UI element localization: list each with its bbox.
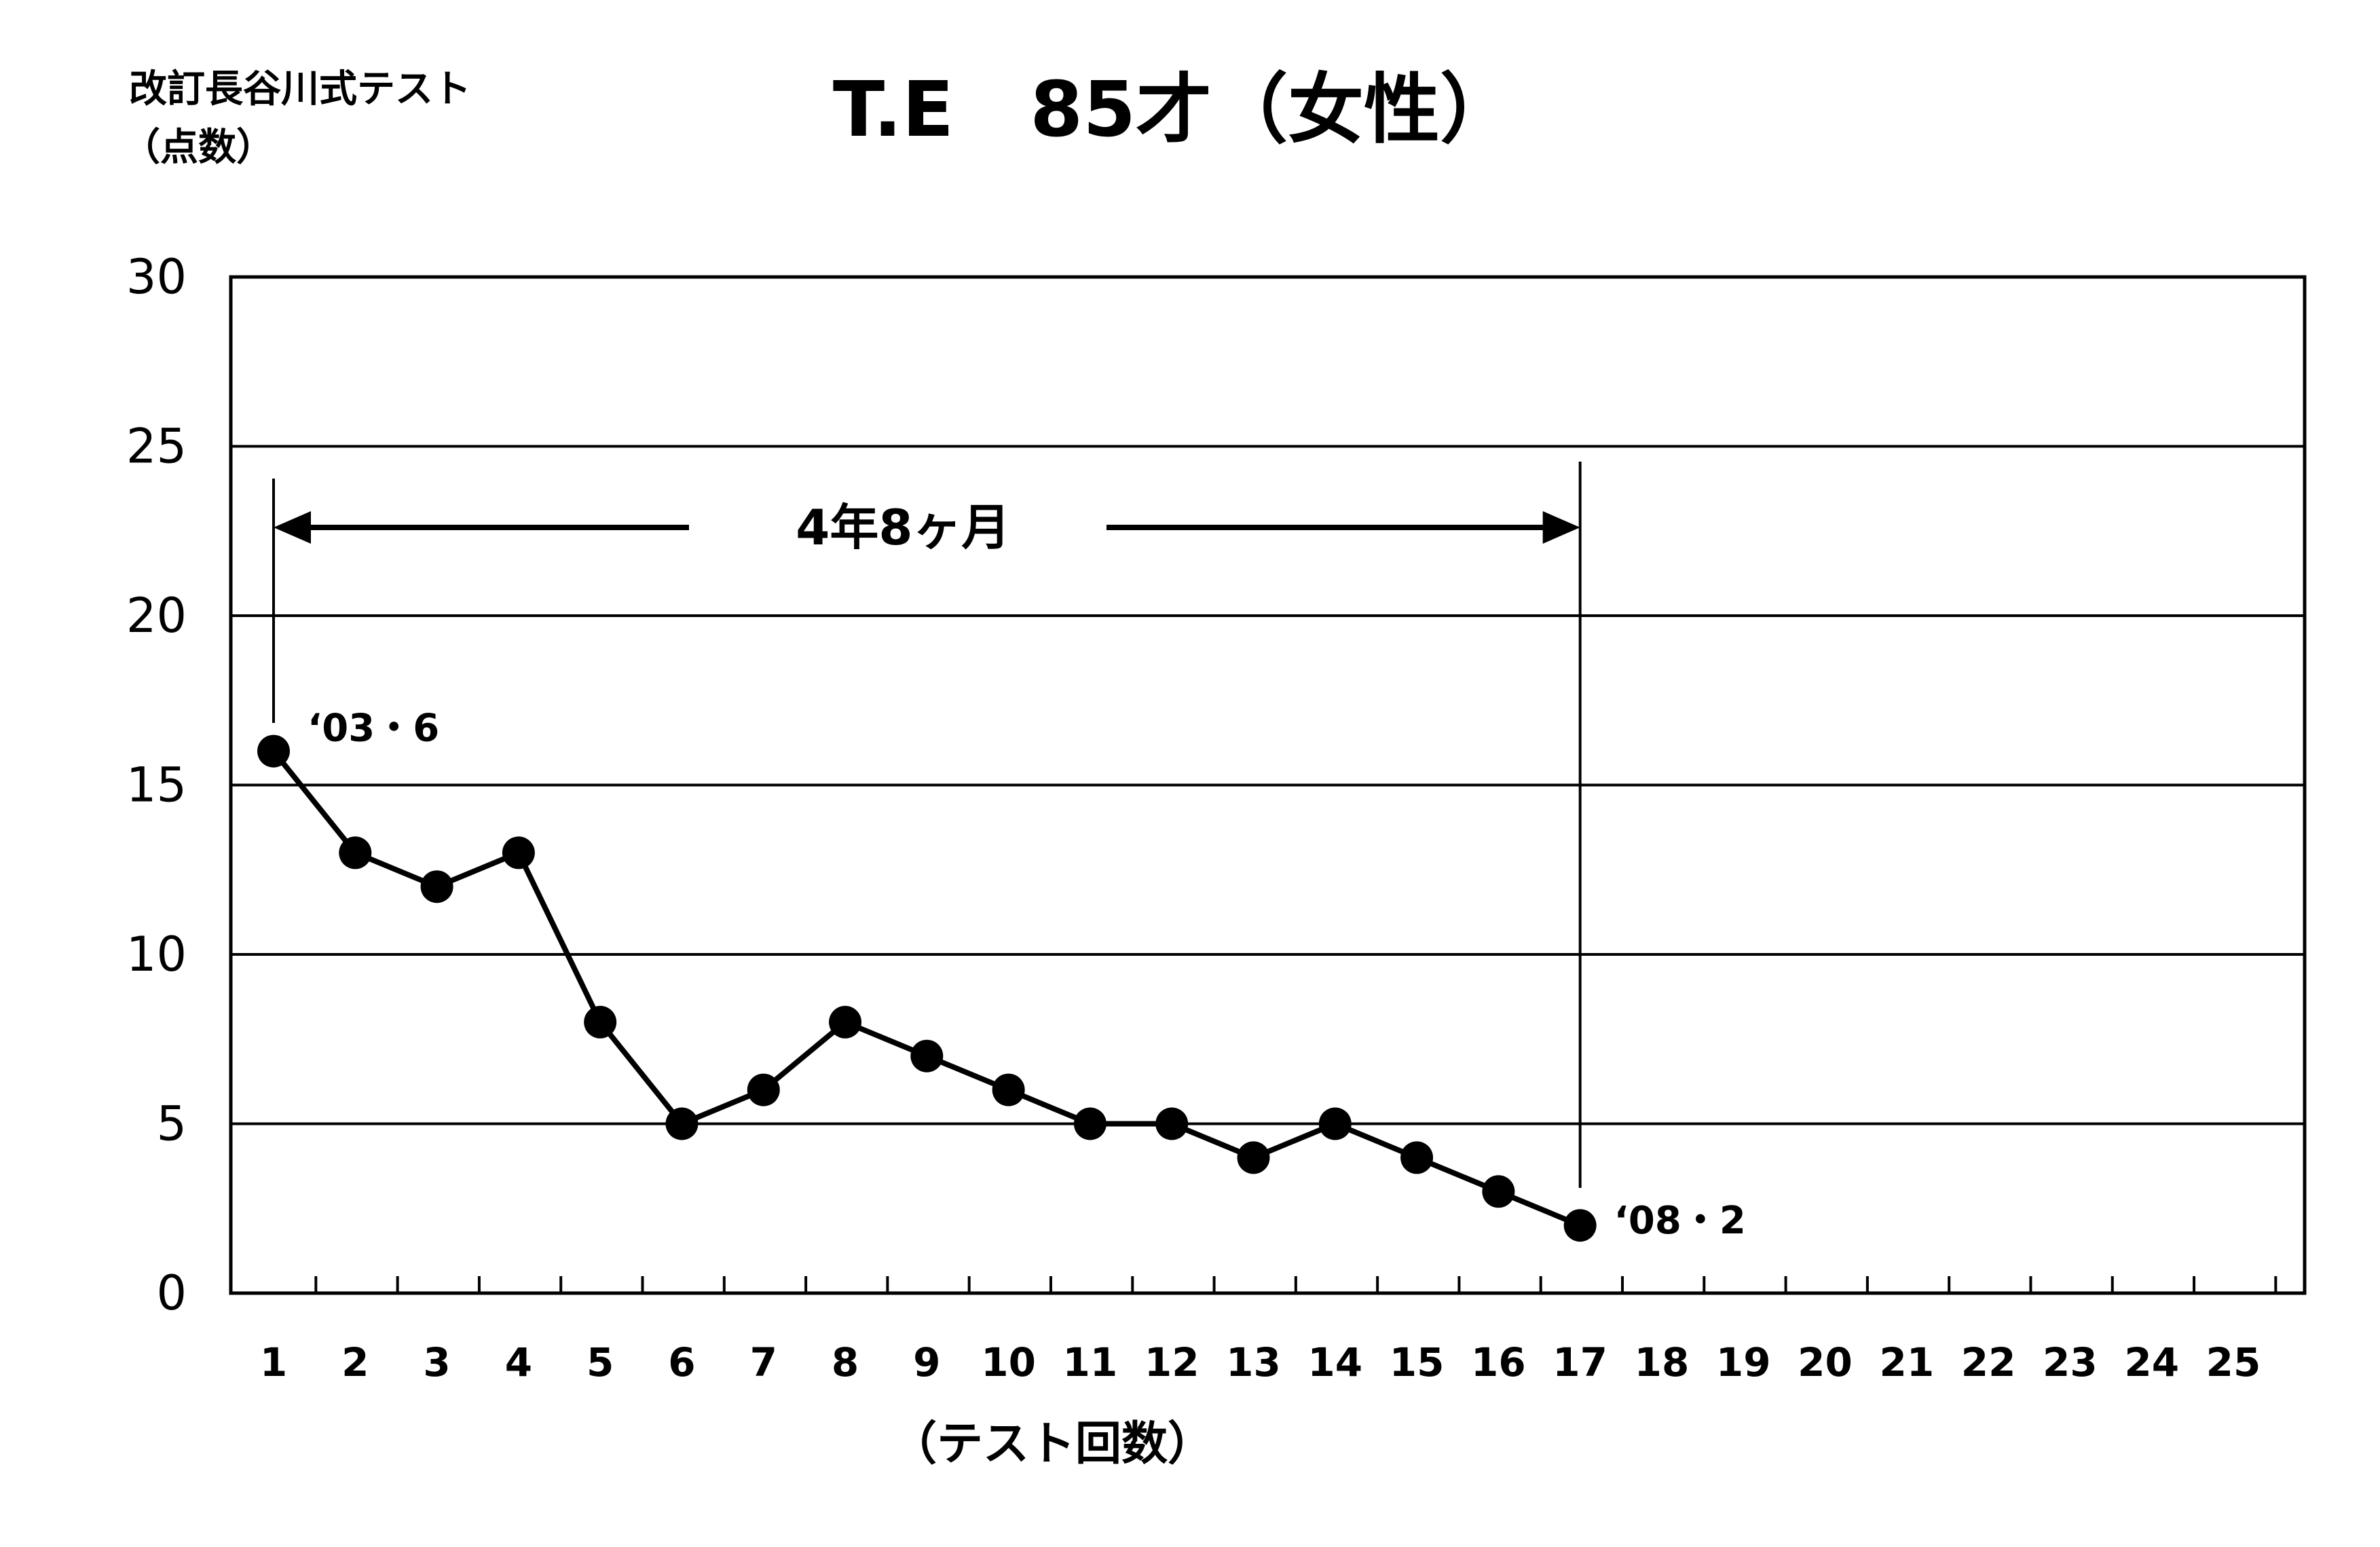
x-tick-labels: 1 2 3 4 5 6 7 8 9 10 11 12 13 14 15 16 17 18 19 20 21 22 23 24 2… [260,1276,2277,1385]
span-arrow-right-head [1542,511,1580,544]
y-axis-title-line1: 改訂長谷川式テスト [129,67,471,111]
data-point-13 [1237,1141,1270,1174]
data-point-8 [829,1005,862,1039]
plot-frame [229,275,2307,1295]
x-tick-label-3: 3 [423,1339,450,1385]
data-point-3 [420,870,453,903]
data-point-16 [1482,1175,1515,1208]
x-tick-label-1: 1 [260,1339,287,1385]
point-annotations: ‘03・6 ‘08・2 [308,707,1746,1244]
data-point-10 [992,1073,1025,1106]
y-tick-label-10: 10 [126,927,187,982]
data-point-17 [1563,1209,1597,1242]
x-tick-label-14: 14 [1307,1339,1362,1385]
x-tick-label-21: 21 [1879,1339,1934,1385]
data-points [257,734,1597,1242]
gridlines [231,445,2305,1125]
start-date-label: ‘03・6 [308,707,439,751]
y-tick-label-5: 5 [156,1096,187,1152]
x-tick-label-20: 20 [1798,1339,1853,1385]
series-line [271,749,1582,1228]
data-point-11 [1073,1107,1107,1140]
x-tick-label-8: 8 [832,1339,859,1385]
series-polyline [271,749,1582,1228]
end-date-label: ‘08・2 [1614,1199,1746,1243]
x-tick-label-25: 25 [2206,1339,2261,1385]
y-axis-title-line2: （点数） [122,126,274,170]
x-tick-label-11: 11 [1063,1339,1118,1385]
data-point-6 [665,1107,699,1140]
data-point-15 [1400,1141,1434,1174]
data-point-4 [502,836,535,870]
x-tick-label-6: 6 [668,1339,695,1385]
data-point-1 [257,734,290,768]
x-tick-label-15: 15 [1390,1339,1445,1385]
x-tick-label-16: 16 [1471,1339,1526,1385]
data-point-2 [339,836,372,870]
x-tick-label-24: 24 [2124,1339,2179,1385]
span-arrow-left-head [274,511,311,544]
data-point-12 [1155,1107,1189,1140]
x-tick-label-2: 2 [341,1339,369,1385]
x-axis-title: （テスト回数） [891,1417,1214,1471]
y-tick-label-20: 20 [126,588,187,644]
x-tick-label-23: 23 [2043,1339,2098,1385]
y-tick-label-30: 30 [126,249,187,305]
x-tick-label-22: 22 [1961,1339,2016,1385]
x-tick-label-4: 4 [505,1339,532,1385]
x-tick-label-17: 17 [1552,1339,1607,1385]
x-tick-label-18: 18 [1635,1339,1690,1385]
x-tick-label-9: 9 [913,1339,940,1385]
span-label: 4年8ヶ月 [796,499,1010,556]
data-point-5 [584,1005,617,1039]
x-tick-label-7: 7 [750,1339,777,1385]
y-tick-labels: 0 5 10 15 20 25 30 [126,249,187,1321]
x-tick-label-13: 13 [1226,1339,1281,1385]
x-tick-label-19: 19 [1716,1339,1771,1385]
chart-title: T.E 85才（女性） [833,66,1516,154]
data-point-7 [747,1073,780,1106]
data-point-14 [1318,1107,1352,1140]
y-tick-label-15: 15 [126,758,187,813]
x-tick-label-10: 10 [981,1339,1036,1385]
x-tick-label-5: 5 [587,1339,614,1385]
data-point-9 [910,1039,944,1073]
y-tick-label-25: 25 [126,419,187,474]
y-tick-label-0: 0 [156,1265,187,1321]
x-tick-label-12: 12 [1145,1339,1200,1385]
span-annotation: 4年8ヶ月 [272,462,1582,1188]
